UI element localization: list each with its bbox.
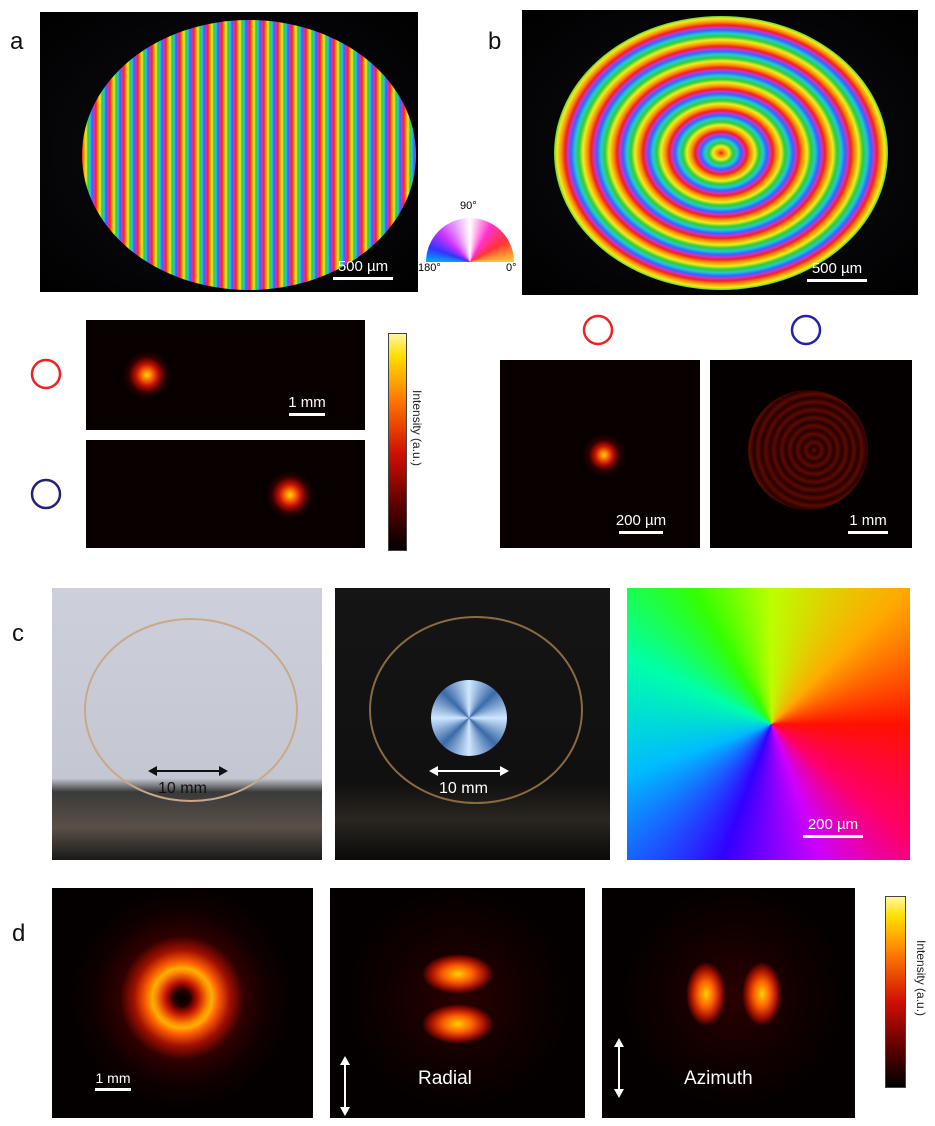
scale-text: 500 µm xyxy=(337,258,389,275)
dimension-text: 10 mm xyxy=(439,780,488,797)
scale-bar: 1 mm xyxy=(838,512,898,534)
scale-bar: 500 µm xyxy=(802,260,872,282)
polarization-arrow xyxy=(614,1038,624,1098)
wheel-label: 0° xyxy=(506,262,517,274)
scale-bar: 1 mm xyxy=(88,1070,138,1091)
caption: Azimuth xyxy=(684,1068,753,1089)
phase-map: 200 µm xyxy=(627,588,910,860)
donut-beam: 1 mm xyxy=(52,888,313,1118)
panel-label: c xyxy=(12,620,24,647)
dimension-text: 10 mm xyxy=(158,780,207,797)
sample-outline xyxy=(84,618,298,802)
ring-lens xyxy=(554,16,888,290)
scale-bar: 200 µm xyxy=(793,816,873,838)
dimension-arrow xyxy=(429,766,509,776)
colorbar xyxy=(885,896,906,1088)
photo-sample: 10 mm xyxy=(335,588,610,860)
scale-bar: 1 mm xyxy=(282,394,332,416)
polarization-arrow xyxy=(340,1056,350,1116)
panel-label: b xyxy=(488,28,502,55)
panel-label: a xyxy=(10,28,24,55)
defocused-spot: 1 mm xyxy=(710,360,912,548)
scale-text: 500 µm xyxy=(811,260,863,277)
polarization-icon xyxy=(790,314,822,346)
radial-beam: Radial xyxy=(330,888,585,1118)
polarization-icon xyxy=(30,358,62,390)
dimension-arrow xyxy=(148,766,228,776)
photo-sample: 10 mm xyxy=(52,588,322,860)
focal-spot: 200 µm xyxy=(500,360,700,548)
focal-spot xyxy=(86,440,365,548)
colorbar-label: Intensity (a.u.) xyxy=(410,390,424,467)
phase-wheel xyxy=(426,218,514,262)
scale-text: 1 mm xyxy=(849,512,887,529)
metasurface xyxy=(431,680,507,756)
panel-label: d xyxy=(12,920,26,947)
wheel-label: 90° xyxy=(460,200,477,212)
colorbar-label: Intensity (a.u.) xyxy=(914,940,928,1017)
polarization-icon xyxy=(30,478,62,510)
polarization-icon xyxy=(582,314,614,346)
scale-text: 1 mm xyxy=(288,394,326,411)
caption: Radial xyxy=(418,1068,472,1089)
wheel-label: 180° xyxy=(418,262,441,274)
stripe-grating xyxy=(82,20,416,290)
azimuthal-beam: Azimuth xyxy=(602,888,855,1118)
spiral-rings xyxy=(748,390,868,510)
focal-spot: 1 mm xyxy=(86,320,365,430)
scale-text: 1 mm xyxy=(95,1070,131,1086)
scale-bar: 500 µm xyxy=(328,258,398,280)
scale-bar: 200 µm xyxy=(596,512,686,534)
phase-image: 500 µm xyxy=(40,12,418,292)
phase-image: 500 µm xyxy=(522,10,918,295)
scale-text: 200 µm xyxy=(615,512,667,529)
sample-outline xyxy=(369,616,583,804)
scale-text: 200 µm xyxy=(807,816,859,833)
colorbar xyxy=(388,333,407,551)
